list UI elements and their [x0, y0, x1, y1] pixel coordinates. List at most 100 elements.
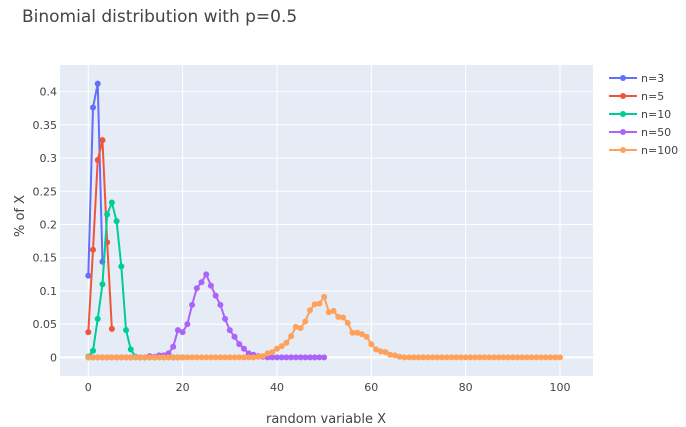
data-point — [141, 354, 148, 361]
chart-title: Binomial distribution with p=0.5 — [22, 7, 297, 27]
data-point — [321, 354, 328, 361]
data-point — [231, 354, 238, 361]
data-point — [170, 343, 177, 350]
data-point — [514, 354, 521, 361]
data-point — [273, 345, 280, 352]
data-point — [387, 351, 394, 358]
data-point — [226, 327, 233, 334]
data-point — [189, 301, 196, 308]
data-point — [288, 333, 295, 340]
x-tick-label: 20 — [176, 381, 190, 394]
data-point — [212, 292, 219, 299]
data-point — [292, 354, 299, 361]
data-point — [222, 315, 229, 322]
data-point — [481, 354, 488, 361]
y-tick-label: 0.25 — [33, 185, 58, 198]
data-point — [486, 354, 493, 361]
legend-swatch-marker — [620, 93, 626, 99]
x-tick-label: 0 — [85, 381, 92, 394]
data-point — [410, 354, 417, 361]
data-point — [373, 346, 380, 353]
data-point — [556, 354, 563, 361]
y-axis-ticks: 0 0.05 0.1 0.15 0.2 0.25 0.3 0.35 0.4 — [33, 86, 58, 365]
data-point — [193, 285, 200, 292]
data-point — [259, 353, 266, 360]
series-layer — [85, 80, 563, 361]
data-point — [104, 211, 111, 218]
data-point — [127, 354, 134, 361]
data-point — [358, 331, 365, 338]
data-point — [240, 354, 247, 361]
data-point — [226, 354, 233, 361]
data-point — [264, 350, 271, 357]
data-point — [90, 354, 97, 361]
data-point — [146, 354, 153, 361]
data-point — [325, 309, 332, 316]
data-point — [198, 279, 205, 286]
data-point — [420, 354, 427, 361]
data-point — [99, 354, 106, 361]
data-point — [306, 354, 313, 361]
data-point — [490, 354, 497, 361]
data-point — [184, 321, 191, 328]
data-point — [217, 354, 224, 361]
legend-item: n=50 — [609, 126, 671, 139]
data-point — [85, 329, 92, 336]
data-point — [476, 354, 483, 361]
y-tick-label: 0.1 — [40, 285, 58, 298]
data-point — [368, 341, 375, 348]
data-point — [189, 354, 196, 361]
y-tick-label: 0.2 — [40, 218, 58, 231]
series-n-100 — [85, 293, 563, 361]
legend-label: n=5 — [641, 90, 664, 103]
data-point — [179, 354, 186, 361]
x-axis-title: random variable X — [266, 412, 386, 427]
y-tick-label: 0.3 — [40, 152, 58, 165]
x-tick-label: 60 — [364, 381, 378, 394]
data-point — [269, 354, 276, 361]
data-point — [542, 354, 549, 361]
data-point — [94, 354, 101, 361]
data-point — [311, 354, 318, 361]
data-point — [156, 354, 163, 361]
data-point — [94, 80, 101, 87]
data-point — [118, 263, 125, 270]
data-point — [203, 354, 210, 361]
data-point — [207, 282, 214, 289]
data-point — [108, 325, 115, 332]
x-tick-label: 80 — [459, 381, 473, 394]
legend-swatch-marker — [620, 75, 626, 81]
data-point — [453, 354, 460, 361]
series-line — [87, 82, 104, 276]
data-point — [174, 327, 181, 334]
data-point — [179, 329, 186, 336]
data-point — [316, 300, 323, 307]
data-point — [160, 354, 167, 361]
data-point — [217, 301, 224, 308]
data-point — [439, 354, 446, 361]
legend-swatch-marker — [620, 147, 626, 153]
data-point — [99, 281, 106, 288]
data-point — [457, 354, 464, 361]
data-point — [90, 104, 97, 111]
data-point — [321, 293, 328, 300]
data-point — [85, 354, 92, 361]
data-point — [108, 354, 115, 361]
legend-item: n=10 — [609, 108, 671, 121]
data-point — [429, 354, 436, 361]
data-point — [203, 271, 210, 278]
data-point — [349, 329, 356, 336]
data-point — [184, 354, 191, 361]
series-n-5 — [85, 137, 115, 336]
y-tick-label: 0.35 — [33, 119, 58, 132]
data-point — [302, 354, 309, 361]
data-point — [137, 354, 144, 361]
data-point — [236, 341, 243, 348]
data-point — [472, 354, 479, 361]
legend-item: n=100 — [609, 144, 678, 157]
data-point — [519, 354, 526, 361]
data-point — [170, 354, 177, 361]
data-point — [462, 354, 469, 361]
data-point — [193, 354, 200, 361]
